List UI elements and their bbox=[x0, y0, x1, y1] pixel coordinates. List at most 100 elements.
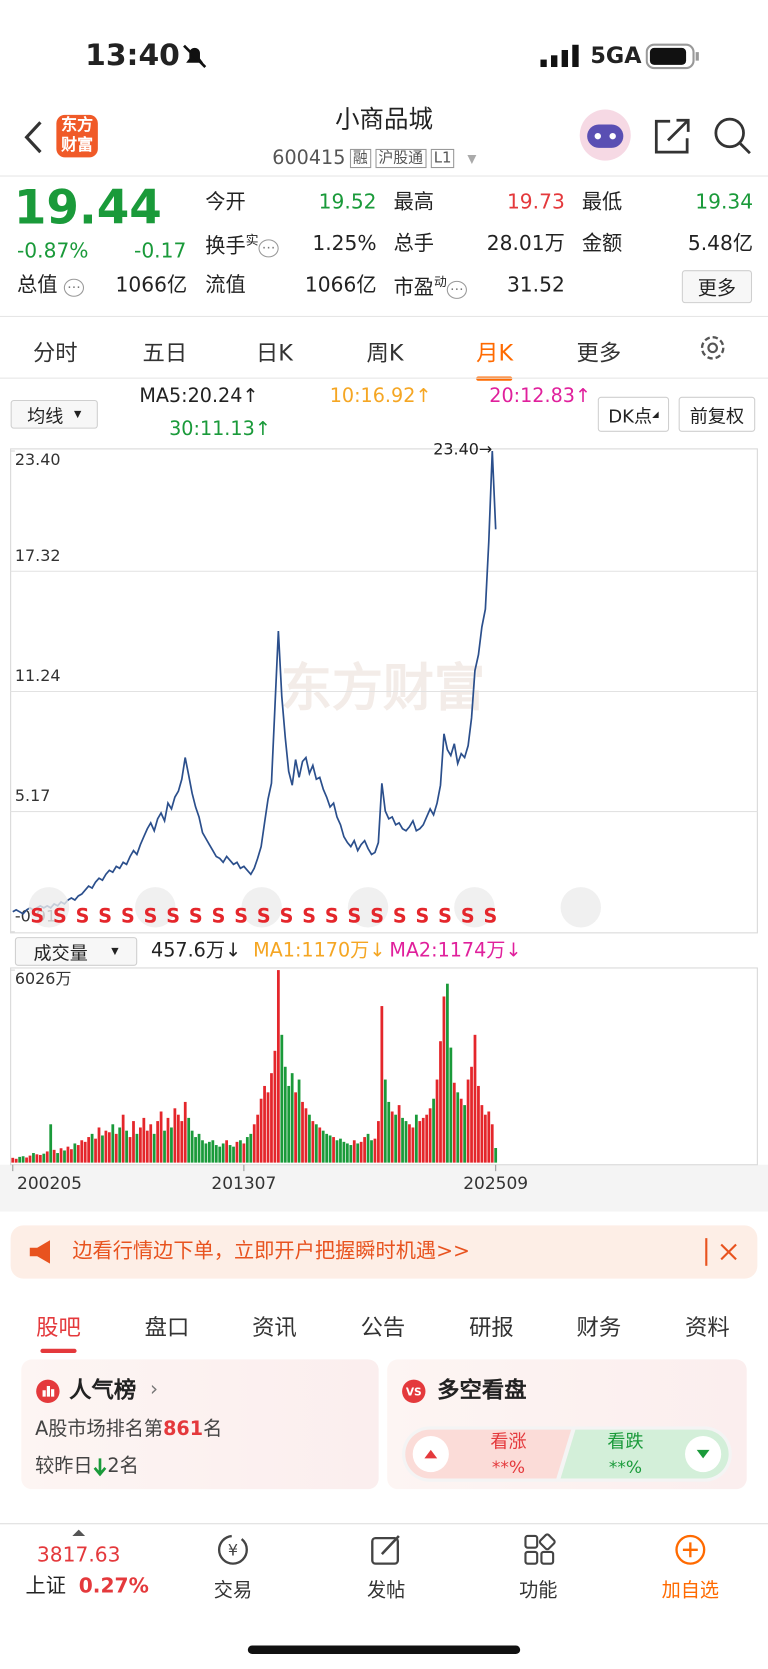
period-tab[interactable]: 日K bbox=[255, 340, 293, 366]
volume-bar bbox=[456, 1092, 460, 1163]
banner[interactable] bbox=[10, 1225, 758, 1279]
volume-bar bbox=[128, 1137, 132, 1163]
back-button[interactable] bbox=[21, 119, 47, 155]
overlay-button bbox=[454, 887, 495, 928]
robot-avatar[interactable] bbox=[578, 108, 633, 161]
nav-item[interactable]: 交易 bbox=[213, 1579, 253, 1602]
volume-bar bbox=[421, 1117, 425, 1163]
info-tab[interactable]: 研报 bbox=[469, 1314, 514, 1341]
field-label: 总值 bbox=[17, 273, 58, 297]
info-tab[interactable]: 财务 bbox=[576, 1314, 622, 1341]
field-label-row: 换手实⋯ bbox=[205, 234, 279, 258]
volume-bar bbox=[397, 1105, 401, 1163]
up-marker bbox=[72, 1529, 86, 1536]
period-tab[interactable]: 五日 bbox=[142, 340, 188, 366]
volume-bar bbox=[280, 1034, 284, 1163]
volume-bar bbox=[56, 1153, 59, 1163]
volume-bar bbox=[314, 1124, 318, 1163]
dk-button[interactable]: DK点 ◢ bbox=[597, 396, 670, 432]
divider bbox=[0, 315, 768, 317]
volume-bar bbox=[149, 1124, 153, 1163]
signal-marker: S bbox=[370, 904, 384, 927]
volume-bar bbox=[404, 1121, 408, 1163]
period-tab[interactable]: 更多 bbox=[576, 340, 622, 366]
volume-bar bbox=[487, 1111, 491, 1163]
volume-bar bbox=[190, 1130, 194, 1163]
down-arrow bbox=[93, 1458, 107, 1477]
volume-bar bbox=[363, 1137, 366, 1163]
field-label-row: 总值 ⋯ bbox=[17, 273, 85, 297]
popularity-card[interactable] bbox=[21, 1359, 379, 1490]
signal-marker: S bbox=[325, 904, 339, 927]
volume-bar bbox=[352, 1140, 356, 1163]
signal-marker: S bbox=[257, 904, 271, 927]
info-tab[interactable]: 资料 bbox=[685, 1314, 730, 1341]
adjust-button[interactable]: 前复权 bbox=[678, 396, 756, 432]
volume-bar bbox=[387, 1101, 391, 1163]
volume-bar bbox=[414, 1114, 418, 1163]
volume-legend: MA1:1170万↓ bbox=[253, 939, 386, 962]
period-tab[interactable]: 周K bbox=[366, 340, 404, 366]
signal-marker: S bbox=[166, 904, 180, 927]
field-value: 19.34 bbox=[695, 190, 754, 214]
volume-bar bbox=[256, 1114, 260, 1163]
sentiment-bar[interactable] bbox=[401, 1425, 733, 1482]
info-tab[interactable]: 盘口 bbox=[144, 1314, 190, 1341]
volume-bar bbox=[32, 1153, 35, 1163]
banner-text[interactable]: 边看行情边下单，立即开户把握瞬时机遇>> bbox=[72, 1239, 470, 1263]
sentiment-title: 多空看盘 bbox=[437, 1377, 527, 1404]
period-tab[interactable]: 月K bbox=[476, 336, 513, 381]
volume-bar bbox=[139, 1127, 142, 1163]
volume-bar bbox=[287, 1085, 291, 1163]
volume-bar bbox=[439, 1041, 442, 1163]
volume-select[interactable]: 成交量 ▼ bbox=[14, 937, 138, 966]
field-label: 流值 bbox=[205, 273, 246, 297]
field-value: 1066亿 bbox=[115, 273, 188, 297]
volume-bar bbox=[418, 1121, 422, 1163]
info-tab[interactable]: 资讯 bbox=[252, 1314, 297, 1341]
volume-bar bbox=[345, 1143, 349, 1163]
add-icon bbox=[675, 1534, 706, 1565]
more-button[interactable]: 更多 bbox=[681, 270, 753, 304]
nav-item[interactable]: 发帖 bbox=[366, 1579, 406, 1602]
volume-bar bbox=[107, 1132, 111, 1163]
volume-bar bbox=[356, 1143, 360, 1163]
signal-marker: S bbox=[98, 904, 112, 927]
volume-bar bbox=[49, 1124, 53, 1163]
share-button[interactable] bbox=[651, 115, 694, 158]
volume-bar bbox=[232, 1146, 235, 1163]
nav-item[interactable]: 加自选 bbox=[661, 1579, 720, 1602]
volume-bar bbox=[83, 1141, 87, 1163]
ma-legend: MA5:20.24↑ bbox=[139, 385, 259, 408]
volume-bar bbox=[173, 1108, 177, 1163]
popularity-icon bbox=[36, 1379, 60, 1404]
settings-button[interactable] bbox=[697, 332, 729, 364]
volume-bar bbox=[207, 1141, 211, 1163]
volume-bar bbox=[318, 1127, 322, 1163]
volume-bar bbox=[366, 1133, 370, 1163]
watermark: 东方财富 bbox=[281, 659, 485, 718]
x-tick-label: 201307 bbox=[211, 1174, 276, 1194]
search-button[interactable] bbox=[712, 115, 755, 158]
banner-close[interactable] bbox=[719, 1242, 738, 1261]
info-tab[interactable]: 股吧 bbox=[36, 1310, 81, 1354]
signal-marker: S bbox=[30, 904, 44, 927]
info-tab[interactable]: 公告 bbox=[360, 1314, 406, 1341]
volume-bar bbox=[408, 1124, 411, 1163]
volume-bar bbox=[259, 1098, 263, 1163]
volume-bar bbox=[218, 1146, 222, 1163]
volume-bar bbox=[370, 1140, 373, 1163]
volume-bar bbox=[263, 1085, 266, 1163]
period-tab[interactable]: 分时 bbox=[32, 340, 78, 366]
mute-icon bbox=[183, 44, 207, 68]
overlay-button bbox=[135, 887, 176, 928]
indicator-select[interactable]: 均线 ▼ bbox=[10, 399, 98, 429]
field-label-row: 市盈动⋯ bbox=[394, 275, 467, 300]
nav-item[interactable]: 功能 bbox=[519, 1579, 558, 1602]
volume-bar bbox=[66, 1146, 70, 1163]
signal-marker: S bbox=[348, 904, 362, 927]
function-icon bbox=[524, 1533, 556, 1565]
